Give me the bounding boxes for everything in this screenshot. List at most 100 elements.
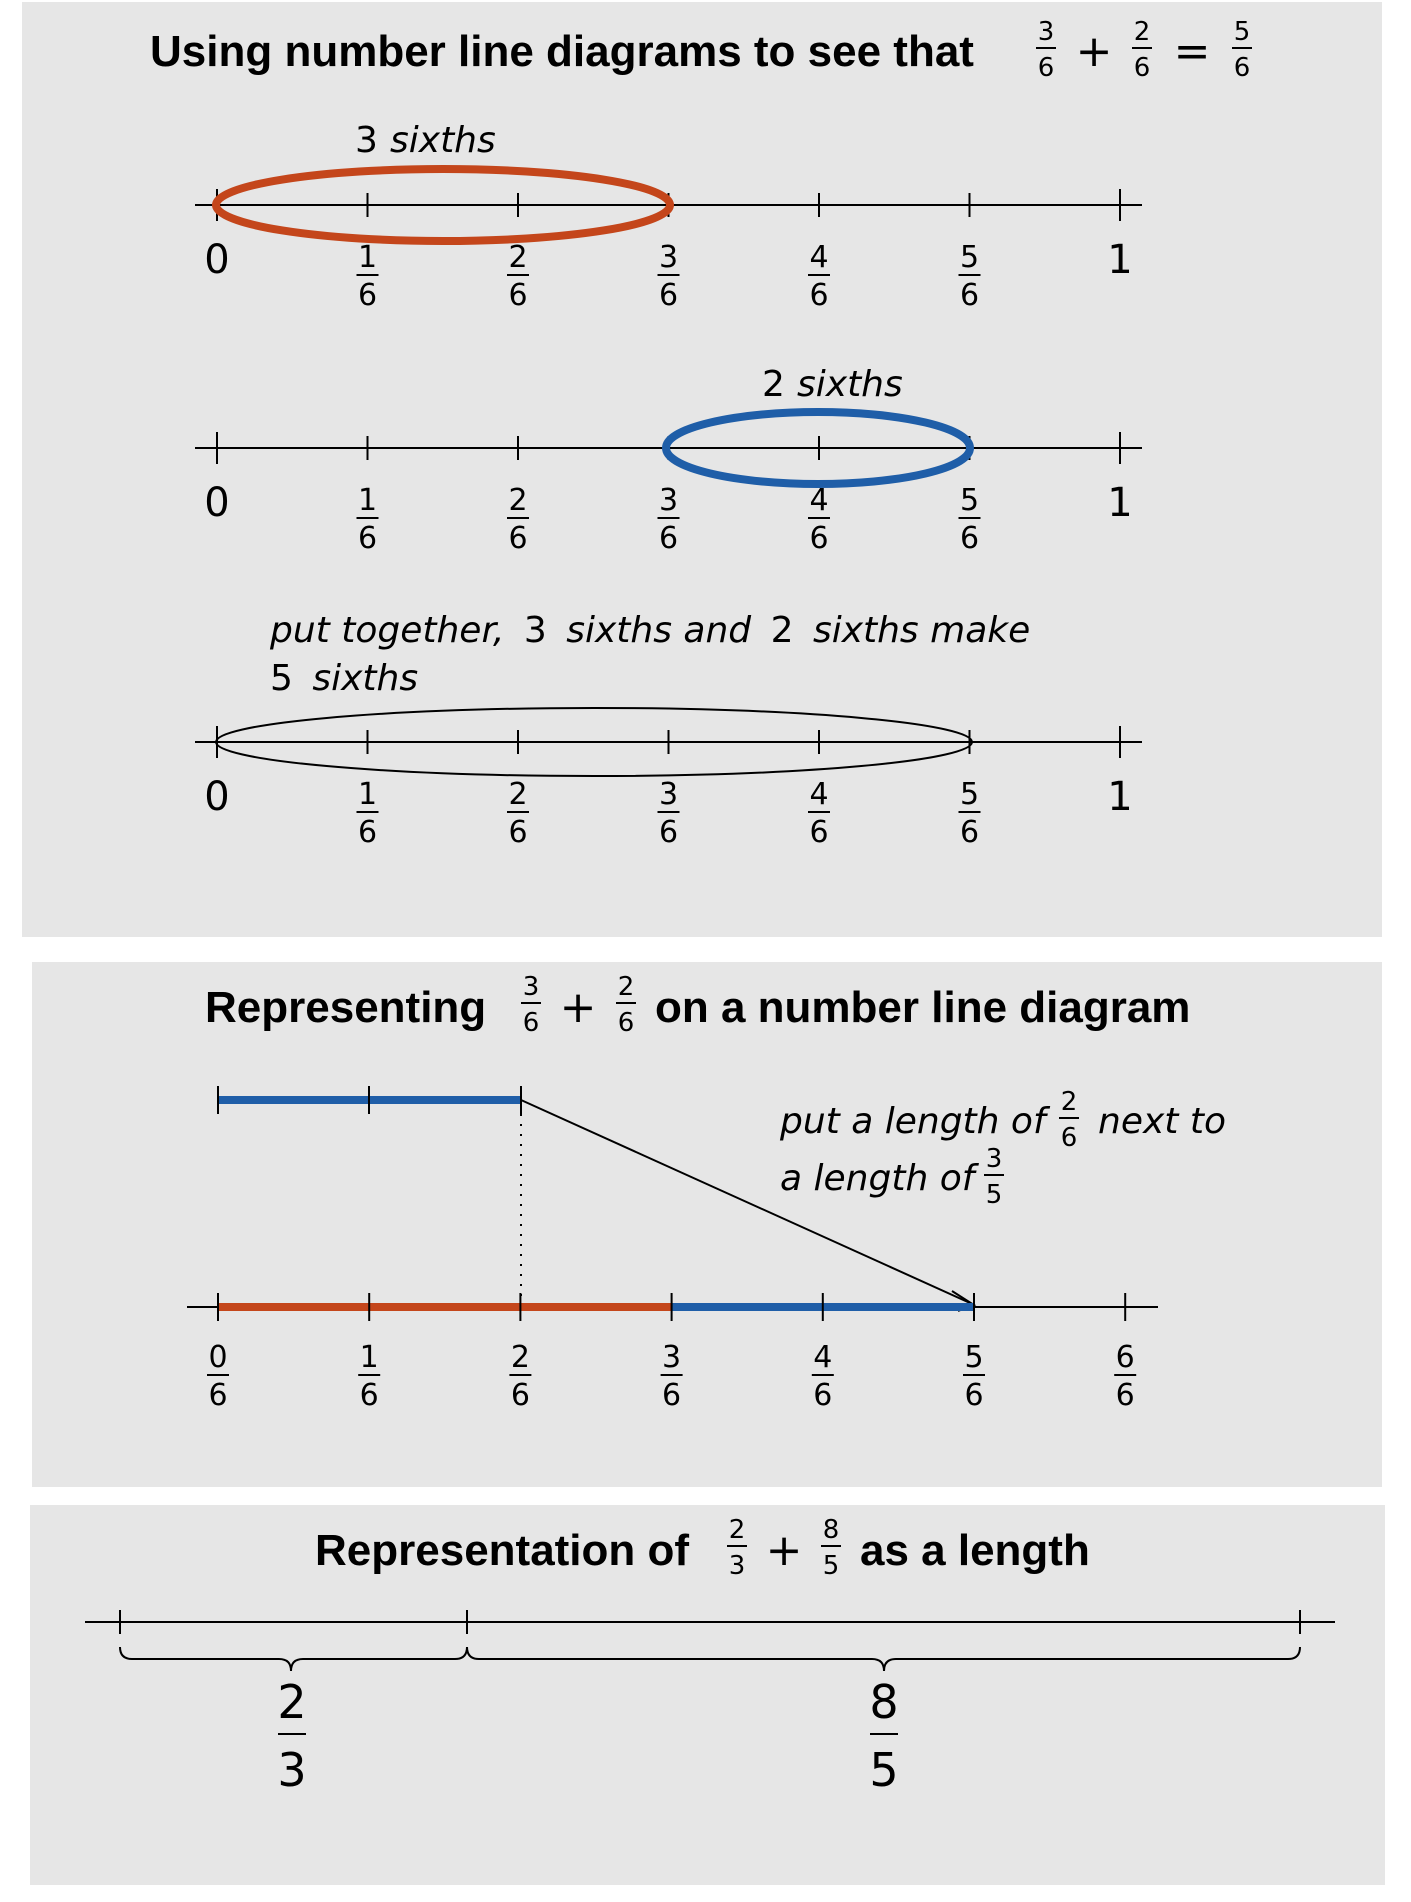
tick-label-3-den: 6 [659,521,678,556]
p2-tick-label-4-num: 4 [813,1340,832,1375]
tick-label-2-den: 6 [508,278,527,313]
panel1-title: Using number line diagrams to see that 3… [150,17,1252,83]
tick-label-3-num: 3 [659,240,678,275]
p2-tick-label-3-den: 6 [662,1378,681,1413]
brace-eight-fifths [466,1646,1301,1672]
panel2-title: Representing 3 6 + 2 6 on a number line … [205,972,1190,1038]
panel3-title-frac2-den: 5 [823,1551,840,1581]
tick-label-0: 0 [204,774,229,820]
line2-annotation-word: sixths [797,364,903,405]
panel1-title-plus: + [1076,26,1113,77]
panel2-title-frac2-num: 2 [618,972,635,1002]
tick-label-6: 1 [1107,237,1132,283]
tick-label-4-num: 4 [809,240,828,275]
tick-label-5-den: 6 [960,815,979,850]
tick-label-1-num: 1 [358,777,377,812]
tick-label-0: 0 [204,237,229,283]
note-line1-frac-den: 6 [1061,1123,1078,1153]
tick-label-3-den: 6 [659,278,678,313]
panel2-title-frac1-den: 6 [523,1008,540,1038]
panel-length-representation [30,1505,1385,1885]
line3-note-line2: 5 sixths [270,658,418,699]
note-line1-text: put a length of [779,1101,1051,1142]
line3-five-sixths-oval [215,707,973,777]
tick-label-5-num: 5 [960,240,979,275]
line2-two-sixths-oval [662,408,974,488]
note-line2-frac-den: 5 [986,1180,1003,1210]
note-line2-text: a length of [780,1158,980,1199]
tick-label-4-num: 4 [809,777,828,812]
panel3-title-frac1-num: 2 [729,1515,746,1545]
panel2-title-frac1-num: 3 [523,972,540,1002]
tick-label-2-den: 6 [508,815,527,850]
brace1-label-den: 3 [277,1743,306,1797]
panel3-title-plus: + [766,1525,803,1576]
note-line1-end: next to [1098,1101,1226,1142]
panel1-title-frac3-num: 5 [1234,17,1251,47]
line3-note-line1: put together, 3 sixths and 2 sixths make [269,610,1030,651]
tick-label-4-den: 6 [809,815,828,850]
tick-label-4-den: 6 [809,278,828,313]
tick-label-3-num: 3 [659,777,678,812]
panel1-title-frac2-num: 2 [1134,17,1151,47]
panel-representing-sum [32,962,1382,1487]
tick-label-0: 0 [204,480,229,526]
panel2-title-after: on a number line diagram [655,983,1190,1032]
panel2-title-plus: + [560,982,597,1033]
p2-tick-label-6-num: 6 [1116,1340,1135,1375]
tick-label-3-num: 3 [659,483,678,518]
line1-three-sixths-oval [212,165,674,245]
p2-tick-label-3-num: 3 [662,1340,681,1375]
p2-tick-label-5-den: 6 [964,1378,983,1413]
panel1-title-equals: = [1174,26,1211,77]
line1-annotation-num: 3 [355,120,378,161]
panel3-length-line: 2 3 8 5 [85,1610,1335,1797]
panel2-title-frac2-den: 6 [618,1008,635,1038]
panel3-title-frac1-den: 3 [729,1551,746,1581]
panel1-title-frac2-den: 6 [1134,53,1151,83]
tick-label-2-num: 2 [508,777,527,812]
tick-label-4-num: 4 [809,483,828,518]
panel1-title-frac1-num: 3 [1038,17,1055,47]
tick-label-1-den: 6 [358,815,377,850]
panel3-title-after: as a length [860,1526,1090,1575]
tick-label-2-num: 2 [508,240,527,275]
tick-label-5-den: 6 [960,278,979,313]
p2-tick-label-2-den: 6 [511,1378,530,1413]
p2-tick-label-1-den: 6 [360,1378,379,1413]
number-line-3: put together, 3 sixths and 2 sixths make… [195,610,1142,850]
tick-label-1-num: 1 [358,240,377,275]
panel2-note: put a length of 2 6 next to a length of … [779,1087,1226,1210]
line1-annotation-word: sixths [390,120,496,161]
p2-tick-label-0-den: 6 [208,1378,227,1413]
panel2-title-before: Representing [205,983,486,1032]
tick-label-4-den: 6 [809,521,828,556]
tick-label-5-den: 6 [960,521,979,556]
panel2-top-segment [217,1086,977,1312]
tick-label-2-num: 2 [508,483,527,518]
brace1-label-num: 2 [277,1675,306,1729]
move-arrow-line [520,1099,971,1304]
p2-tick-label-5-num: 5 [964,1340,983,1375]
tick-label-1-den: 6 [358,278,377,313]
panel3-title-before: Representation of [315,1526,689,1575]
panel3-title: Representation of 2 3 + 8 5 as a length [315,1515,1090,1581]
tick-label-2-den: 6 [508,521,527,556]
p2-tick-label-4-den: 6 [813,1378,832,1413]
brace-two-thirds [119,1646,468,1672]
panel1-title-text: Using number line diagrams to see that [150,27,974,76]
brace2-label-den: 5 [869,1743,898,1797]
panel1-title-frac1-den: 6 [1038,53,1055,83]
tick-label-1-den: 6 [358,521,377,556]
p2-tick-label-6-den: 6 [1116,1378,1135,1413]
line2-annotation-num: 2 [762,364,785,405]
p2-tick-label-2-num: 2 [511,1340,530,1375]
tick-label-1-num: 1 [358,483,377,518]
